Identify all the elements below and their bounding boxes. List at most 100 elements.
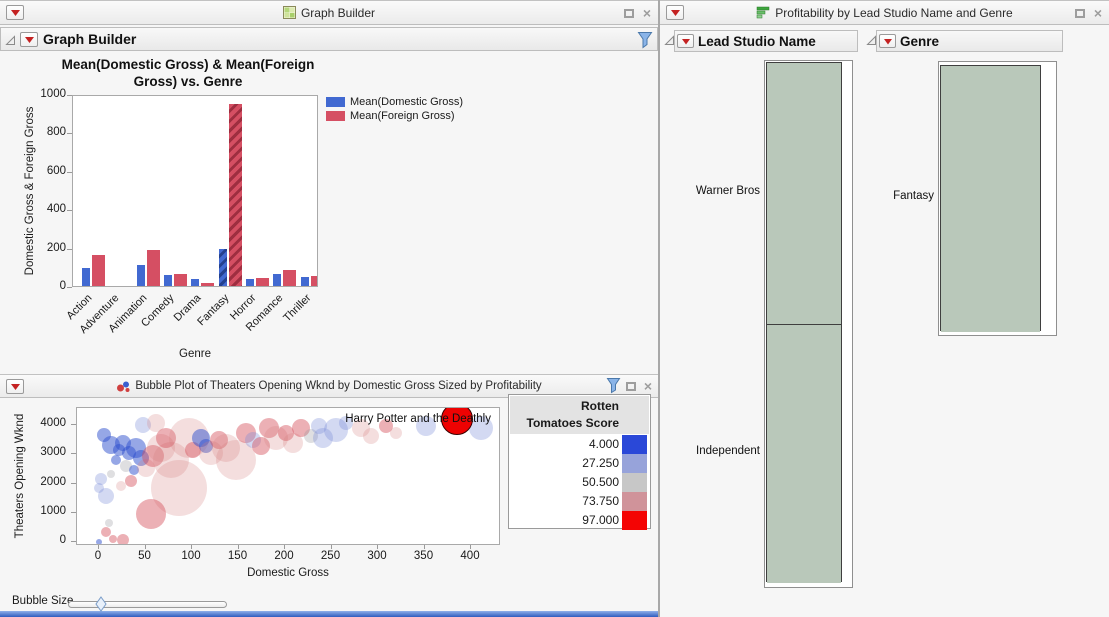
bubble-point[interactable] [94,472,107,485]
maximize-button[interactable] [1073,6,1087,20]
bubble-point[interactable] [198,439,213,454]
window-menu-button[interactable] [6,379,24,394]
bubble-point[interactable] [147,434,176,463]
bubble-point[interactable] [198,441,223,466]
bubble-point[interactable] [339,415,354,430]
score-value: 97.000 [582,513,619,527]
score-legend-row[interactable]: 4.000 [510,435,649,454]
report-menu-button[interactable] [879,34,896,48]
bubble-point[interactable] [129,465,140,476]
collapse-triangle-icon[interactable] [664,35,675,46]
bubble-point[interactable] [117,533,130,544]
bubble-point[interactable] [324,418,349,442]
bubble-point[interactable] [137,459,156,478]
bar-foreign[interactable] [92,255,105,286]
bubble-point[interactable] [416,415,437,436]
bubble-point[interactable] [235,423,256,444]
bubble-point[interactable] [441,408,474,436]
collapse-triangle-icon[interactable] [866,35,877,46]
score-legend-row[interactable]: 27.250 [510,454,649,473]
mosaic-segment[interactable] [767,63,841,324]
bubble-point[interactable] [245,432,262,449]
bubble-point[interactable] [124,474,137,487]
bar-domestic[interactable] [246,279,254,286]
score-legend-row[interactable]: 73.750 [510,492,649,511]
bubble-point[interactable] [362,428,379,445]
bubble-point[interactable] [96,539,102,544]
bubble-point[interactable] [251,437,270,456]
collapse-triangle-icon[interactable] [5,35,16,46]
maximize-button[interactable] [622,6,636,20]
profitability-window: Profitability by Lead Studio Name and Ge… [660,0,1109,617]
legend-item[interactable]: Mean(Domestic Gross) [326,96,463,108]
window-separator [658,0,660,617]
bubble-point[interactable] [146,413,165,432]
bar-domestic[interactable] [164,275,172,286]
bubble-point[interactable] [352,418,371,437]
bubble-point[interactable] [311,417,328,434]
bar-domestic[interactable] [300,277,309,286]
bubble-point[interactable] [134,417,151,434]
bubble-x-tick-label: 200 [274,550,294,562]
bubble-point[interactable] [152,442,189,479]
close-button[interactable]: × [1091,6,1105,20]
data-filter-funnel-icon[interactable] [606,377,621,394]
bubble-point[interactable] [379,418,394,433]
bubble-point[interactable] [212,434,241,463]
bubble-point[interactable] [141,445,164,468]
bubble-point[interactable] [283,433,304,454]
bubble-point[interactable] [136,498,167,529]
data-filter-funnel-icon[interactable] [637,31,653,49]
legend-item[interactable]: Mean(Foreign Gross) [326,110,455,122]
mosaic-segment[interactable] [941,66,1040,332]
bar-domestic[interactable] [218,249,227,286]
close-button[interactable]: × [641,379,655,393]
mosaic-segment[interactable] [767,324,841,583]
bar-foreign[interactable] [256,278,269,286]
minimized-window-strip[interactable] [0,611,658,617]
bubble-size-slider-track[interactable] [68,601,227,608]
report-menu-button[interactable] [20,32,38,47]
report-menu-button[interactable] [677,34,694,48]
bar-domestic[interactable] [82,268,90,286]
bubble-point[interactable] [107,469,116,478]
bubble-point[interactable] [110,455,121,466]
score-legend-row[interactable]: 97.000 [510,511,649,530]
bar-foreign[interactable] [283,270,297,286]
bar-domestic[interactable] [136,265,145,286]
bubble-point[interactable] [101,527,112,538]
bubble-point[interactable] [116,480,127,491]
bubble-point[interactable] [209,431,228,450]
bubble-point[interactable] [277,425,294,442]
bar-domestic[interactable] [191,279,200,286]
bubble-size-slider-thumb[interactable] [95,596,107,612]
maximize-button[interactable] [624,379,638,393]
bubble-point[interactable] [105,518,114,527]
bubble-point[interactable] [469,415,494,440]
bar-foreign[interactable] [174,274,187,286]
bubble-point[interactable] [304,429,319,444]
window-menu-button[interactable] [6,5,24,20]
bubble-point[interactable] [389,427,402,440]
bubble-point[interactable] [108,535,117,544]
close-button[interactable]: × [640,6,654,20]
bubble-point[interactable] [94,483,104,494]
bar-foreign[interactable] [146,250,160,286]
bar-foreign[interactable] [201,283,215,286]
bar-foreign[interactable] [228,104,242,286]
bubble-point[interactable] [155,428,176,449]
bubble-point[interactable] [259,417,280,438]
bubble-point[interactable] [132,450,149,467]
bar-domestic[interactable] [273,274,282,286]
bubble-y-tick-label: 2000 [40,475,66,488]
bubble-point[interactable] [263,426,288,451]
bar-foreign[interactable] [310,276,317,286]
bubble-point[interactable] [98,487,115,504]
score-legend-row[interactable]: 50.500 [510,473,649,492]
window-menu-button[interactable] [666,5,684,20]
bubble-point[interactable] [215,440,256,481]
bubble-point[interactable] [313,428,334,449]
bubble-point[interactable] [291,418,310,437]
bubble-point[interactable] [119,460,132,473]
bubble-point[interactable] [150,460,207,517]
